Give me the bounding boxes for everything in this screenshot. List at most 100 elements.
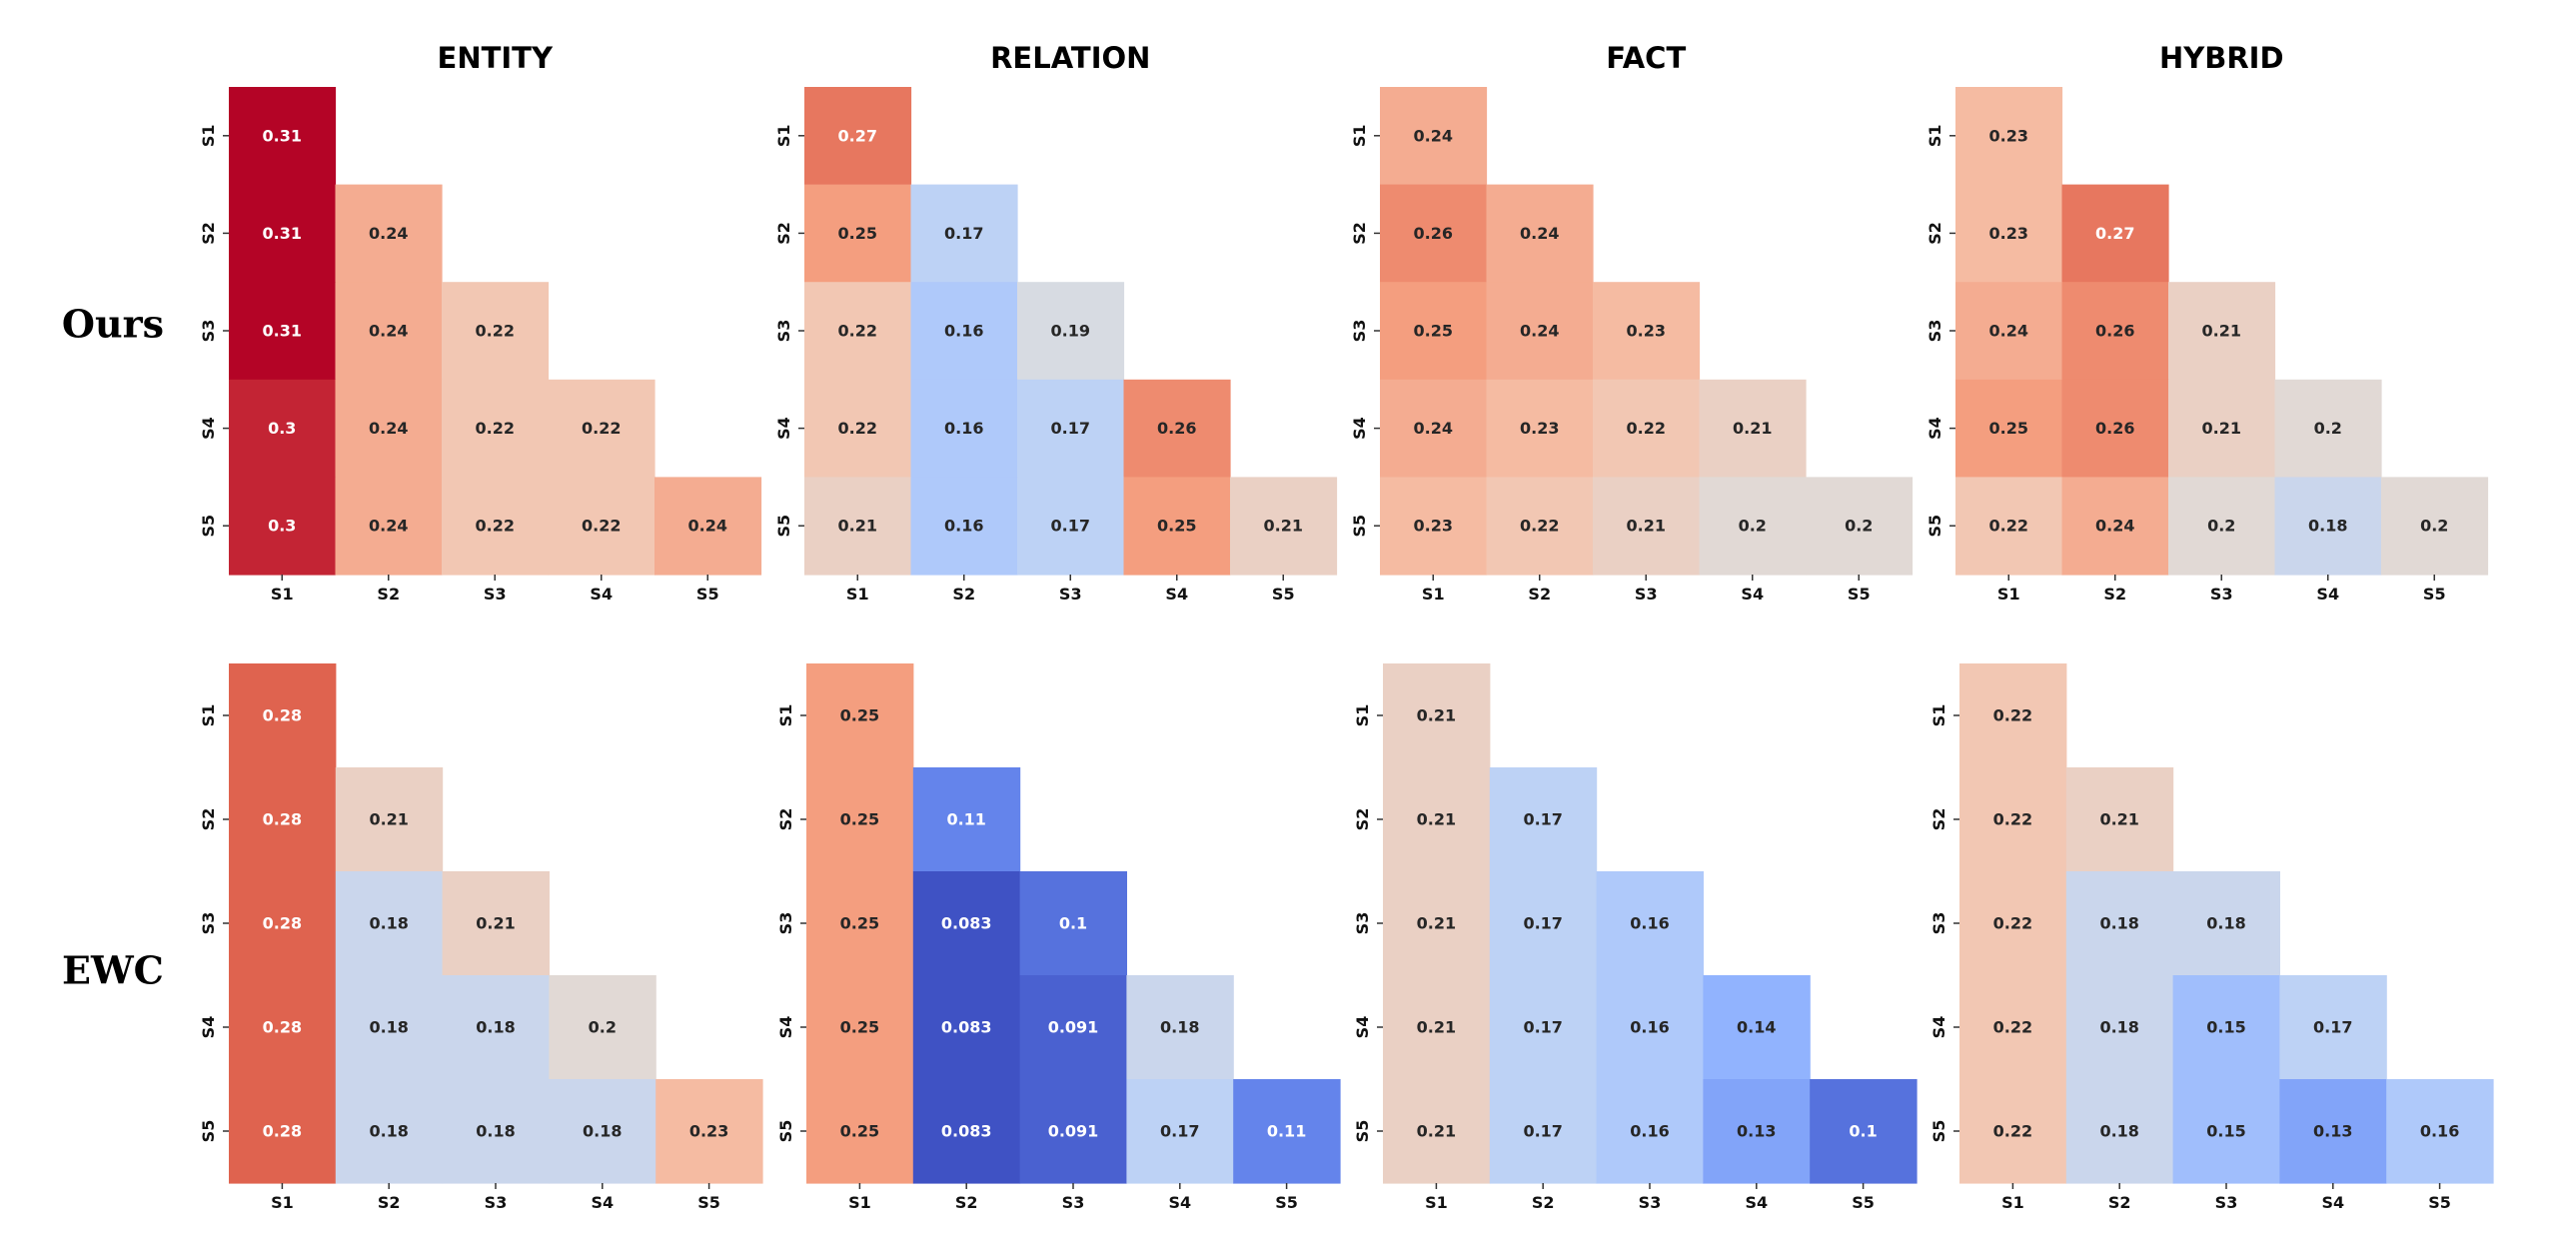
heatmap-cell [1019,1079,1127,1184]
y-tick-label: S1 [199,124,218,147]
heatmap-cell [1123,379,1231,478]
cell-value-label: 0.091 [1048,1122,1099,1141]
x-tick-label: S2 [952,585,975,604]
y-tick-label: S1 [1350,124,1369,147]
x-tick-label: S3 [2215,1193,2238,1212]
row-label-ewc: EWC [62,948,164,993]
y-tick-label: S4 [774,417,793,440]
cell-value-label: 0.13 [2313,1122,2352,1141]
cell-value-label: 0.25 [1414,322,1453,341]
cell-value-label: 0.27 [838,126,877,145]
cell-value-label: 0.24 [1520,322,1559,341]
cell-value-label: 0.1 [1059,914,1087,933]
cell-value-label: 0.23 [1989,126,2028,145]
heatmap-cell [1383,975,1491,1080]
cell-value-label: 0.24 [369,517,408,536]
heatmap-cell [2061,477,2169,576]
heatmap-cell [2065,871,2174,976]
heatmap-cell [806,1079,914,1184]
heatmap-cell [1380,477,1488,576]
heatmap-cell [229,871,337,976]
cell-value-label: 0.25 [838,224,877,243]
x-tick-label: S3 [1635,585,1658,604]
cell-value-label: 0.18 [1160,1018,1199,1037]
x-tick-label: S3 [2210,585,2233,604]
heatmap-cell [1123,477,1231,576]
heatmap-cell [1489,975,1598,1080]
cell-value-label: 0.28 [263,1122,302,1141]
y-tick-label: S3 [199,912,218,935]
x-tick-label: S1 [1422,585,1445,604]
cell-value-label: 0.18 [583,1122,622,1141]
heatmap-cell [335,282,443,381]
y-tick-label: S5 [774,515,793,538]
cell-value-label: 0.25 [840,706,879,725]
heatmap-cell [1959,871,2067,976]
row-label-ours: Ours [62,302,164,347]
y-tick-label: S1 [1353,704,1372,727]
heatmap-cell [229,379,337,478]
cell-value-label: 0.21 [1417,810,1456,829]
cell-value-label: 0.22 [1993,1018,2032,1037]
cell-value-label: 0.21 [2202,322,2241,341]
y-tick-label: S1 [199,704,218,727]
x-tick-label: S4 [1745,1193,1768,1212]
cell-value-label: 0.28 [263,1018,302,1037]
x-tick-label: S5 [2423,585,2446,604]
cell-value-label: 0.31 [263,322,302,341]
cell-value-label: 0.26 [1157,419,1196,438]
heatmap-panel-ewc-entity: 0.28 0.28 0.21 0.28 0.18 0.21 0.28 0.18 0.18 0.2 0… [199,663,763,1212]
cell-value-label: 0.13 [1737,1122,1776,1141]
cell-value-label: 0.21 [838,517,877,536]
y-tick-label: S5 [199,515,218,538]
cell-value-label: 0.11 [946,810,985,829]
cell-value-label: 0.083 [941,914,992,933]
heatmap-cell [442,379,550,478]
x-tick-label: S5 [696,585,719,604]
y-tick-label: S2 [199,808,218,831]
x-tick-label: S5 [1848,585,1871,604]
cell-value-label: 0.22 [1520,517,1559,536]
cell-value-label: 0.2 [2420,517,2448,536]
heatmap-cell [1019,871,1127,976]
cell-value-label: 0.24 [1989,322,2028,341]
cell-value-label: 0.21 [1417,1122,1456,1141]
cell-value-label: 0.22 [1993,914,2032,933]
y-tick-label: S3 [199,320,218,343]
heatmap-cell [229,87,337,186]
cell-value-label: 0.24 [2095,517,2134,536]
cell-value-label: 0.21 [2099,810,2138,829]
heatmap-cell [1955,87,2063,186]
heatmap-cell [2061,282,2169,381]
cell-value-label: 0.22 [1993,810,2032,829]
heatmap-cell [804,87,912,186]
cell-value-label: 0.24 [1520,224,1559,243]
heatmap-cell [442,871,550,976]
cell-value-label: 0.21 [1417,914,1456,933]
cell-value-label: 0.21 [1417,1018,1456,1037]
cell-value-label: 0.24 [688,517,727,536]
y-tick-label: S4 [1930,1016,1948,1039]
cell-value-label: 0.25 [1989,419,2028,438]
heatmap-cell [335,477,443,576]
cell-value-label: 0.18 [2206,914,2245,933]
y-tick-label: S5 [1930,1120,1948,1143]
heatmap-cell [229,477,337,576]
x-tick-label: S4 [591,1193,614,1212]
y-tick-label: S4 [199,417,218,440]
x-tick-label: S1 [848,1193,871,1212]
heatmap-cell [1596,1079,1704,1184]
heatmap-cell [1959,663,2067,768]
x-tick-label: S2 [955,1193,978,1212]
cell-value-label: 0.15 [2206,1018,2245,1037]
cell-value-label: 0.28 [263,706,302,725]
heatmap-cell [1383,1079,1491,1184]
heatmap-cell [2381,477,2489,576]
heatmap-cell [2274,379,2382,478]
x-tick-label: S3 [484,585,507,604]
heatmap-cell [335,184,443,283]
cell-value-label: 0.25 [840,1122,879,1141]
cell-value-label: 0.16 [1630,914,1669,933]
x-tick-label: S5 [697,1193,720,1212]
heatmap-cell [1019,975,1127,1080]
